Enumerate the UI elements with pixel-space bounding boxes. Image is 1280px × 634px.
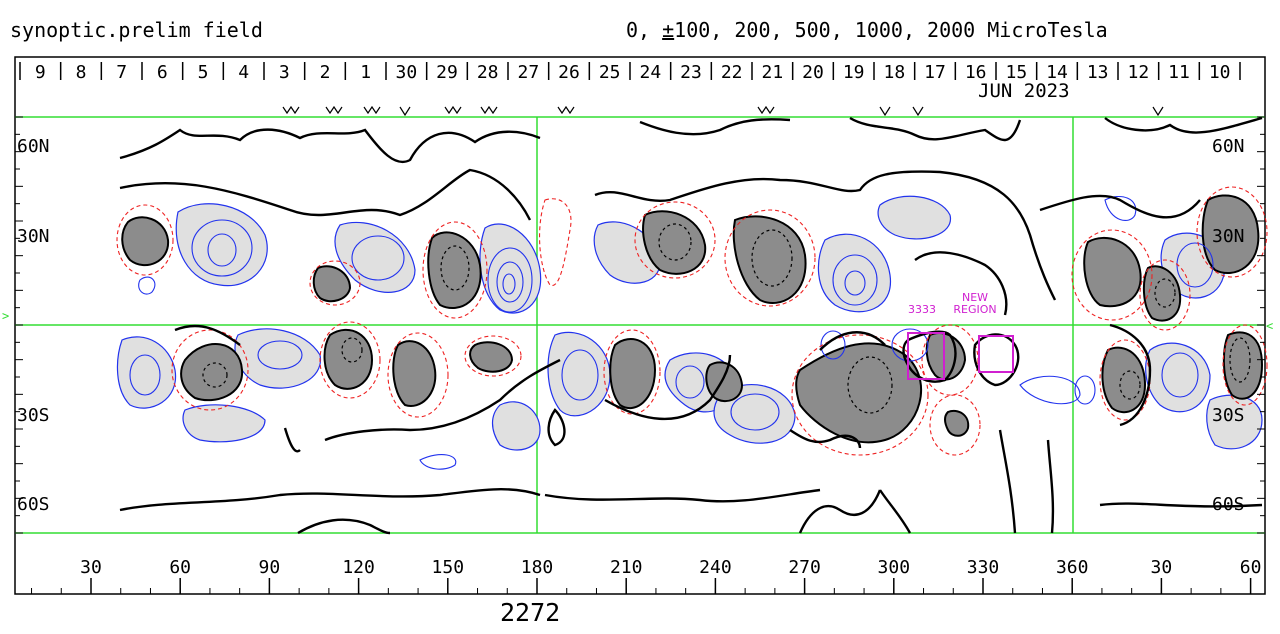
lon-label: 60 [169, 557, 191, 578]
lon-label: 120 [342, 557, 375, 578]
date-label: 30 [395, 62, 417, 83]
date-label: 17 [924, 62, 946, 83]
map-title: synoptic.prelim field [10, 18, 263, 42]
date-label: 19 [843, 62, 865, 83]
date-label: 7 [116, 62, 127, 83]
date-label: 1 [360, 62, 371, 83]
date-label: 27 [517, 62, 539, 83]
date-label: 20 [802, 62, 824, 83]
lat-label-left: 60N [17, 136, 50, 157]
lon-label: 300 [878, 557, 911, 578]
lon-label: 150 [432, 557, 465, 578]
latitude-labels: 60N 30N 30S 60S 60N 30N 30S 60S [15, 116, 1265, 534]
date-label: 28 [477, 62, 499, 83]
date-label: 21 [761, 62, 783, 83]
lat-label-left: 30N [17, 226, 50, 247]
new-region-box [978, 335, 1014, 373]
date-label: 25 [599, 62, 621, 83]
plus-minus-symbol: ± [662, 18, 675, 42]
lon-label: 360 [1056, 557, 1089, 578]
date-label: 3 [279, 62, 290, 83]
lat-label-right: 60S [1212, 494, 1245, 515]
lat-label-left: 60S [17, 494, 50, 515]
levels-prefix: 0, [626, 18, 663, 42]
region-3333-box [907, 332, 945, 380]
date-label: 18 [883, 62, 905, 83]
lat-label-left: 30S [17, 405, 50, 426]
date-label: 24 [639, 62, 661, 83]
lon-label: 210 [610, 557, 643, 578]
date-label: 8 [76, 62, 87, 83]
date-label: 22 [721, 62, 743, 83]
date-label: 29 [436, 62, 458, 83]
field-contours [116, 105, 1268, 535]
contour-levels-legend: 0, ±100, 200, 500, 1000, 2000 MicroTesla [626, 18, 1108, 42]
date-label: 10 [1209, 62, 1231, 83]
equator-marker-right: < [1266, 319, 1273, 333]
carrington-rotation-number: 2272 [500, 598, 561, 627]
lon-label: 270 [788, 557, 821, 578]
date-label: 6 [157, 62, 168, 83]
date-label: 4 [238, 62, 249, 83]
longitude-axis: 30 60 90 120 150 180 210 240 270 300 330 360 30 60 [31, 557, 1262, 594]
date-label: 13 [1087, 62, 1109, 83]
lon-label: 240 [699, 557, 732, 578]
date-label: 9 [35, 62, 46, 83]
lat-label-right: 60N [1212, 136, 1245, 157]
date-label: 14 [1046, 62, 1068, 83]
date-label: 2 [320, 62, 331, 83]
date-label: 11 [1168, 62, 1190, 83]
lon-label: 30 [80, 557, 102, 578]
lat-label-right: 30S [1212, 405, 1245, 426]
date-row: 9 8 7 6 5 4 3 2 1 30 29 28 27 26 25 24 23 22 21 20 19 18 17 16 1… [19, 62, 1241, 83]
lon-label: 30 [1151, 557, 1173, 578]
lon-label: 180 [521, 557, 554, 578]
region-label: NEW [962, 291, 988, 304]
equator-marker-left: > [2, 309, 9, 323]
date-label: 16 [965, 62, 987, 83]
region-label: REGION [953, 303, 996, 316]
region-label: 3333 [908, 303, 936, 316]
date-label: 26 [558, 62, 580, 83]
lat-label-right: 30N [1212, 226, 1245, 247]
lon-label: 330 [967, 557, 1000, 578]
month-label: JUN 2023 [978, 80, 1070, 102]
lon-label: 60 [1240, 557, 1262, 578]
lon-label: 90 [259, 557, 281, 578]
date-label: 12 [1127, 62, 1149, 83]
levels-values: 100, 200, 500, 1000, 2000 MicroTesla [674, 18, 1108, 42]
date-label: 23 [680, 62, 702, 83]
date-label: 5 [198, 62, 209, 83]
date-label: 15 [1005, 62, 1027, 83]
